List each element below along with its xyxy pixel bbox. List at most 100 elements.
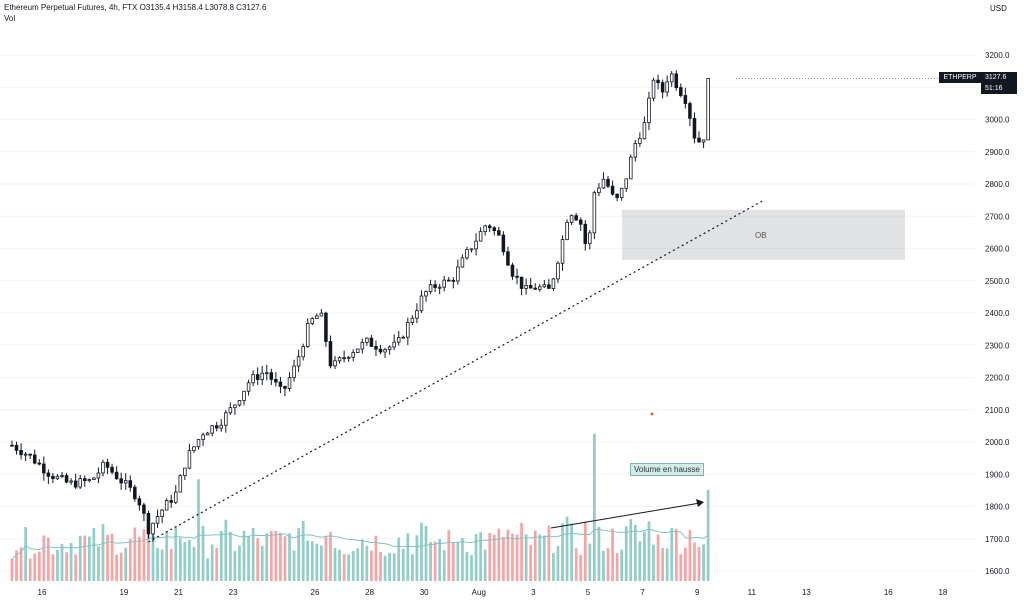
bar-countdown: 51:16	[985, 85, 1003, 92]
volume-bar	[306, 540, 310, 581]
order-block-zone	[622, 209, 905, 260]
trend-line	[148, 199, 765, 543]
volume-bar	[456, 542, 460, 581]
candle-body	[183, 467, 187, 477]
volume-bar	[74, 554, 78, 581]
candle-body	[533, 287, 537, 290]
candle-body	[688, 103, 692, 119]
y-tick-label: 2800.0	[985, 180, 1010, 189]
x-tick-label: 5	[586, 588, 591, 597]
y-tick-label: 3200.0	[985, 51, 1010, 60]
volume-bar	[629, 519, 633, 581]
candle-body	[547, 284, 551, 289]
volume-bar	[520, 522, 523, 581]
candle-body	[324, 312, 328, 342]
x-tick-label: 30	[420, 588, 429, 597]
candle-body	[683, 95, 688, 104]
volume-bar	[265, 533, 269, 581]
volume-bar	[497, 528, 501, 581]
candle-body	[578, 219, 583, 225]
candle-body	[301, 346, 305, 358]
candle-body	[565, 221, 569, 240]
candle-body	[456, 266, 460, 282]
candle-body	[342, 357, 346, 360]
volume-bar	[60, 543, 64, 581]
candle-body	[401, 336, 406, 339]
volume-bar	[128, 538, 132, 581]
candle-body	[442, 279, 446, 288]
candle-body	[387, 346, 392, 350]
candle-body	[164, 500, 169, 511]
volume-bar	[579, 554, 583, 581]
volume-bar	[474, 533, 478, 581]
volume-bar	[215, 547, 219, 581]
candle-body	[251, 374, 255, 384]
candle-body	[638, 138, 642, 144]
y-tick-label: 2000.0	[985, 438, 1010, 447]
volume-bar	[397, 537, 401, 581]
x-tick-label: 23	[229, 588, 238, 597]
candle-body	[160, 509, 164, 517]
arrow-head	[696, 499, 704, 507]
volume-bar	[442, 550, 446, 581]
volume-bar	[97, 546, 100, 581]
order-block-label: OB	[755, 231, 767, 240]
volume-bar	[69, 542, 73, 581]
candle-body	[569, 215, 574, 223]
volume-bar	[165, 531, 169, 581]
volume-bar	[652, 544, 655, 581]
candle-body	[460, 257, 465, 268]
volume-bar	[320, 545, 323, 581]
volume-bar	[147, 514, 150, 581]
candle-body	[169, 500, 173, 503]
candle-body	[242, 390, 246, 401]
candle-body	[674, 73, 679, 89]
volume-note: Volume en hausse	[630, 463, 704, 476]
candle-body	[246, 382, 251, 392]
volume-bar	[479, 532, 482, 581]
y-tick-label: 1600.0	[985, 567, 1010, 576]
candle-body	[101, 461, 105, 474]
volume-bar	[515, 534, 519, 581]
y-tick-label: 2200.0	[985, 374, 1010, 383]
y-tick-label: 2700.0	[985, 212, 1010, 221]
candle-body	[528, 284, 533, 289]
volume-bar	[465, 551, 469, 581]
y-tick-label: 2400.0	[985, 309, 1010, 318]
candle-body	[315, 315, 319, 319]
currency-label: USD	[990, 4, 1007, 13]
volume-bar	[333, 548, 337, 581]
volume-bar	[606, 548, 610, 581]
volume-bar	[565, 516, 569, 581]
candle-body	[228, 407, 233, 414]
volume-bar	[506, 529, 510, 581]
candle-body	[642, 122, 647, 140]
volume-bar	[561, 523, 564, 581]
candle-body	[51, 475, 55, 480]
last-price-tag: 3127.6 51:16	[981, 72, 1017, 94]
volume-bar	[251, 527, 255, 581]
volume-bar	[552, 553, 555, 581]
volume-bar	[19, 547, 23, 581]
candle-body	[647, 97, 651, 124]
candle-body	[692, 117, 697, 139]
candle-body	[633, 143, 638, 158]
volume-bar	[201, 525, 205, 581]
volume-bar	[229, 531, 232, 581]
candle-body	[146, 512, 151, 535]
volume-bar	[283, 536, 287, 581]
candle-body	[233, 404, 237, 409]
candle-body	[196, 439, 201, 448]
volume-bar	[347, 554, 351, 581]
volume-bar	[429, 542, 432, 581]
x-tick-label: 3	[531, 588, 536, 597]
candle-body	[205, 432, 210, 436]
candle-body	[69, 480, 73, 483]
volume-bar	[224, 519, 228, 581]
volume-bar	[611, 528, 614, 581]
volume-trend-arrow	[550, 502, 701, 529]
volume-bar	[288, 533, 291, 581]
volume-bar	[424, 525, 428, 581]
